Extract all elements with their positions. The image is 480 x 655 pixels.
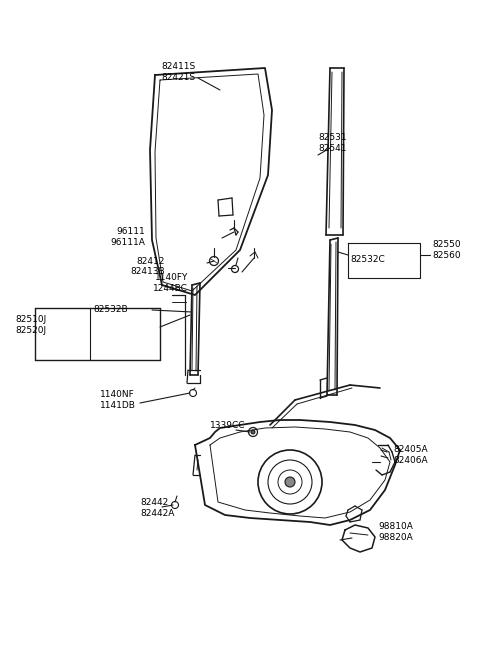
- Text: 96111
96111A: 96111 96111A: [110, 227, 145, 247]
- Circle shape: [251, 430, 255, 434]
- Text: 82411S
82421S: 82411S 82421S: [161, 62, 195, 83]
- Text: 82510J
82520J: 82510J 82520J: [15, 315, 46, 335]
- Text: 82550
82560: 82550 82560: [432, 240, 461, 260]
- Text: 82405A
82406A: 82405A 82406A: [393, 445, 428, 465]
- Text: 98810A
98820A: 98810A 98820A: [378, 522, 413, 542]
- Text: 1140FY
1244BC: 1140FY 1244BC: [153, 272, 188, 293]
- Text: 82413B: 82413B: [131, 267, 165, 276]
- Text: 82532B: 82532B: [94, 305, 128, 314]
- Text: 82412: 82412: [137, 257, 165, 265]
- Text: 82442
82442A: 82442 82442A: [140, 498, 174, 518]
- Text: 1339CC: 1339CC: [210, 421, 245, 430]
- Circle shape: [285, 477, 295, 487]
- Text: 82531
82541: 82531 82541: [318, 133, 347, 153]
- Text: 82532C: 82532C: [350, 255, 385, 265]
- Text: 1140NF
1141DB: 1140NF 1141DB: [100, 390, 136, 410]
